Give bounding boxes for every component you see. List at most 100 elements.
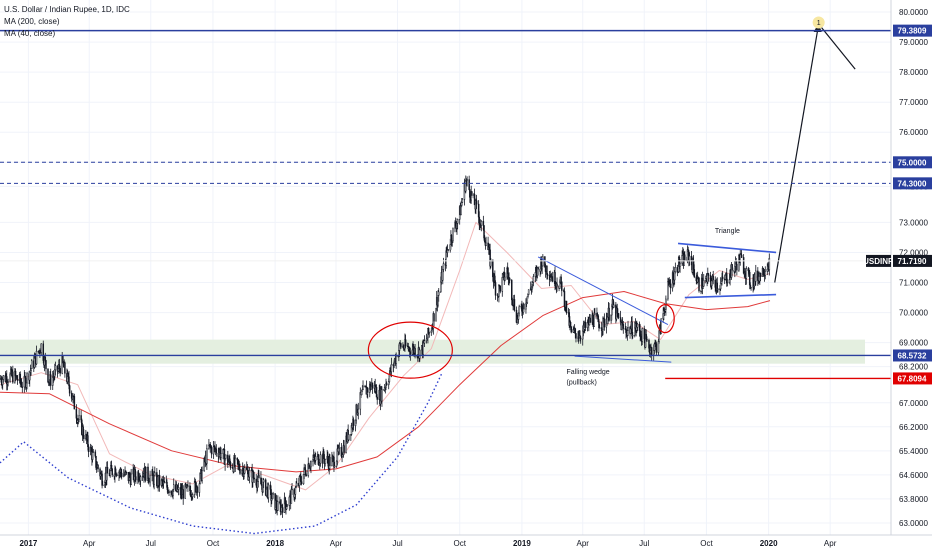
candle-body [646,338,648,341]
candle-body [681,255,683,264]
candle-body [111,468,113,476]
candle-body [404,339,407,347]
drawings [0,23,856,535]
candle-body [267,484,270,499]
price-tick-label: 67.0000 [899,399,928,408]
candle-body [102,484,104,486]
candle-body [714,279,716,288]
retest-ellipse [655,303,675,334]
candle-body [480,220,483,226]
candle-body [31,360,33,369]
legend: U.S. Dollar / Indian Rupee, 1D, IDC MA (… [4,4,130,40]
price-tick-label: 70.0000 [899,309,928,318]
candle-body [158,475,161,486]
candle-body [284,497,287,505]
candle-body [684,254,686,261]
level-badge-74.3000: 74.3000 [898,179,927,188]
candle-body [59,368,61,374]
candle-body [2,375,5,380]
candle-body [594,312,596,316]
price-tick-label: 76.0000 [899,128,928,137]
candle-body [452,227,454,242]
candle-body [494,282,497,296]
candle-body [135,476,137,481]
candle-body [225,454,227,459]
price-tick-label: 64.6000 [899,471,928,480]
candle-body [650,347,653,356]
candle-body [139,476,142,482]
time-tick-label: Oct [207,539,220,548]
candle-body [352,419,355,426]
candle-body [712,275,714,281]
candle-body [575,333,577,339]
candle-body [253,477,255,480]
candle-body [565,300,568,314]
consolidation-zone [0,339,865,364]
candle-body [120,472,123,477]
price-tick-label: 69.0000 [899,339,928,348]
level-badge-68.5732: 68.5732 [898,351,927,360]
candle-body [447,249,449,251]
target-marker-circle [812,16,825,29]
level-badge-79.3809: 79.3809 [898,27,927,36]
candle-body [371,382,374,389]
candle-body [296,482,298,487]
target-marker-label: 1 [817,20,821,27]
candle-body [163,480,166,483]
candle-body [736,263,738,271]
candle-body [632,335,634,337]
candle-body [622,324,625,329]
candles [0,175,771,518]
moving-averages [0,221,771,491]
candle-body [551,276,554,282]
candle-body [243,467,246,474]
candle-body [385,383,388,386]
ma40-line [0,221,771,491]
candle-body [362,385,364,390]
candle-body [513,299,516,311]
price-tick-label: 79.0000 [899,38,928,47]
candle-body [731,264,733,271]
candle-body [711,280,713,286]
candle-body [68,385,71,394]
legend-symbol[interactable]: U.S. Dollar / Indian Rupee, 1D, IDC [4,5,130,14]
candle-body [717,288,719,290]
candle-body [147,466,149,480]
candle-body [674,267,677,273]
price-tick-label: 63.0000 [899,519,928,528]
price-tick-label: 63.8000 [899,495,928,504]
support-badge-bg [893,372,932,385]
legend-ma40[interactable]: MA (40, close) [4,29,56,38]
candle-body [198,483,201,493]
candle-body [300,481,303,485]
candle-body [314,456,317,461]
candle-body [511,280,513,301]
candle-body [433,313,435,322]
symbol-tag-bg [866,254,891,267]
candle-body [144,466,147,481]
candle-body [532,276,535,283]
candle-body [324,459,326,464]
projection-line-down [818,23,856,70]
candle-body [419,349,421,359]
falling-wedge-sublabel: (pullback) [567,380,597,387]
time-tick-label: Jul [392,539,402,548]
candle-body [68,376,70,386]
candle-body [154,472,156,476]
candle-body [196,486,199,493]
candle-body [655,343,658,353]
candle-body [54,365,57,371]
candle-body [613,304,615,308]
candle-body [97,464,99,470]
candle-body [482,220,485,226]
candle-body [442,263,445,270]
candle-body [21,386,24,388]
candle-body [376,396,378,400]
level-badge-79.3809-bg [893,24,932,37]
candle-body [83,435,85,440]
legend-ma200[interactable]: MA (200, close) [4,17,60,26]
candle-body [561,281,563,291]
candle-body [94,451,97,457]
level-badge-68.5732-bg [893,349,932,362]
